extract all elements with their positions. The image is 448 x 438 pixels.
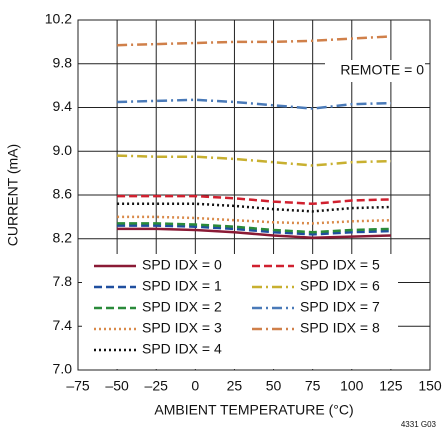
- x-axis-label: AMBIENT TEMPERATURE (°C): [154, 402, 353, 418]
- x-tick-label: –50: [105, 378, 129, 394]
- series-line: [117, 35, 391, 47]
- legend-label: SPD IDX = 8: [300, 320, 380, 336]
- y-axis-label: CURRENT (mA): [5, 144, 21, 246]
- x-tick-label: –75: [66, 378, 90, 394]
- y-tick-label: 9.0: [53, 142, 73, 158]
- y-tick-label: 7.0: [53, 361, 73, 377]
- y-tick-label: 8.2: [53, 229, 73, 245]
- figure-id: 4331 G03: [401, 420, 437, 429]
- plot-frame: [77, 19, 431, 371]
- x-tick-label: 125: [379, 378, 403, 394]
- legend-label: SPD IDX = 1: [142, 278, 222, 294]
- x-tick-label: 50: [266, 378, 282, 394]
- series-line: [117, 222, 391, 234]
- legend-label: SPD IDX = 5: [300, 257, 380, 273]
- y-tick-label: 7.4: [53, 317, 73, 333]
- y-tick-label: 10.2: [45, 11, 72, 27]
- series-line: [117, 154, 391, 167]
- series-line: [117, 202, 391, 213]
- y-tick-label: 9.8: [53, 54, 73, 70]
- legend-label: SPD IDX = 4: [142, 341, 222, 357]
- x-tick-label: 0: [191, 378, 199, 394]
- series-line: [117, 98, 391, 110]
- legend-label: SPD IDX = 2: [142, 299, 222, 315]
- legend-label: SPD IDX = 7: [300, 299, 380, 315]
- legend-label: SPD IDX = 3: [142, 320, 222, 336]
- y-tick-label: 9.4: [53, 98, 73, 114]
- annotation: REMOTE = 0: [340, 62, 424, 78]
- series-line: [117, 224, 391, 236]
- series-line: [117, 227, 391, 239]
- y-tick-label: 8.6: [53, 186, 73, 202]
- x-tick-label: 25: [227, 378, 243, 394]
- x-tick-label: 75: [305, 378, 321, 394]
- legend-label: SPD IDX = 6: [300, 278, 380, 294]
- legend-label: SPD IDX = 0: [142, 257, 222, 273]
- annotation-bg: [325, 60, 425, 82]
- series-line: [117, 215, 391, 225]
- x-tick-label: 100: [340, 378, 364, 394]
- y-tick-label: 7.8: [53, 273, 73, 289]
- series-line: [117, 194, 391, 206]
- x-tick-label: 150: [418, 378, 442, 394]
- x-tick-label: –25: [145, 378, 169, 394]
